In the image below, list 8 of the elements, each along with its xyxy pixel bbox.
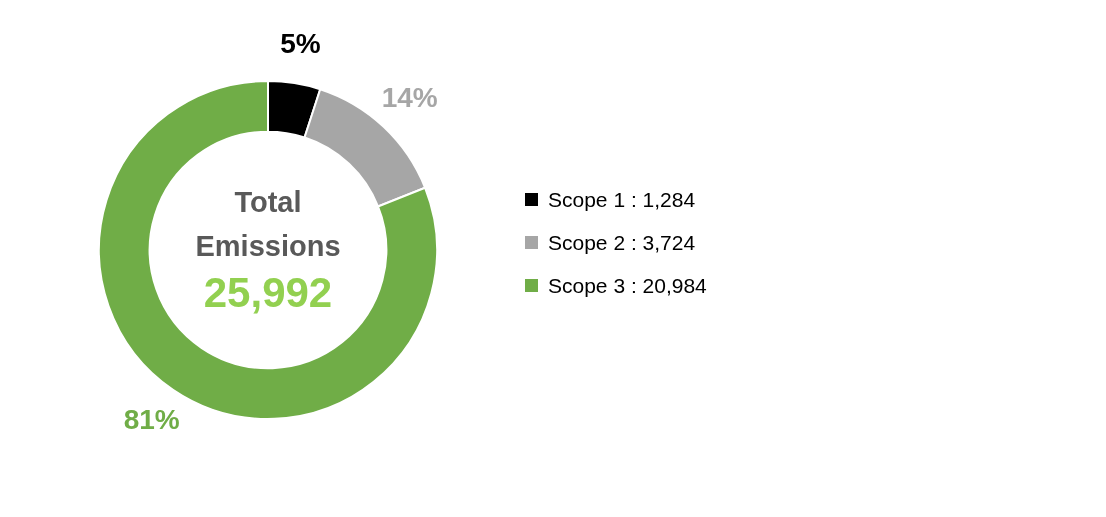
text: 25,992 [202, 268, 334, 318]
text: Total Emissions [194, 185, 342, 264]
data-label: 81% [123, 403, 180, 435]
data-label: 14% [381, 81, 438, 113]
legend-label: Scope 2 : 3,724 [548, 230, 696, 255]
legend-label: Scope 1 : 1,284 [548, 187, 696, 212]
data-label: 5% [280, 28, 321, 60]
legend-label: Scope 3 : 20,984 [548, 273, 707, 298]
